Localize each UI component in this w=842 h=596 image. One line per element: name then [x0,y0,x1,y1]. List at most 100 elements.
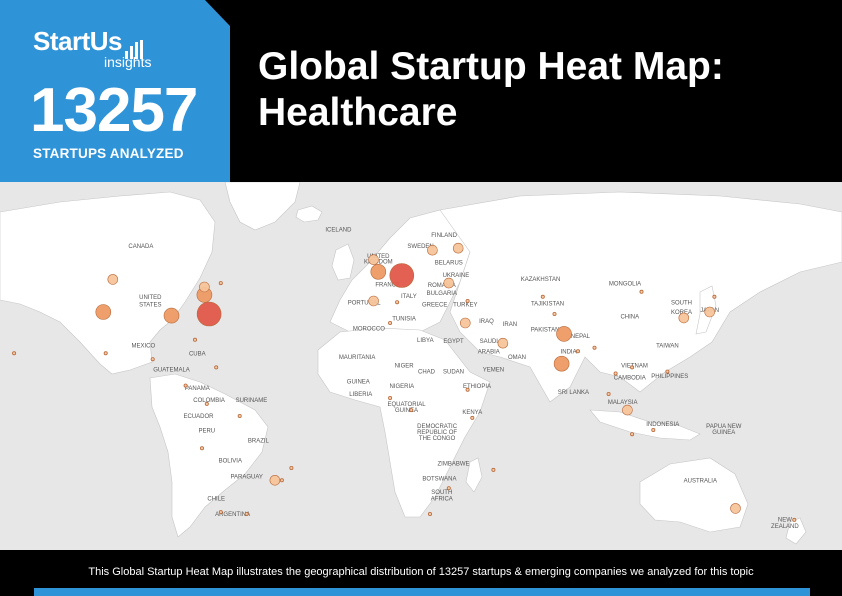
country-label: COLOMBIA [193,398,225,404]
startup-hub-bubble[interactable] [279,478,284,483]
footer: This Global Startup Heat Map illustrates… [0,550,842,596]
startup-hub-bubble[interactable] [622,404,633,416]
country-label: PERU [198,428,215,434]
logo-subtext: insights [104,54,152,70]
country-label: IRAQ [479,319,494,325]
startup-hub-bubble[interactable] [12,351,17,356]
startup-hub-bubble[interactable] [491,467,496,472]
startup-hub-bubble[interactable] [95,304,112,320]
country-label: ECUADOR [183,414,214,420]
country-label: EGYPT [443,339,464,345]
startup-hub-bubble[interactable] [214,365,219,370]
startup-hub-bubble[interactable] [199,281,210,293]
country-label: NEPAL [571,334,591,340]
country-label: FINLAND [431,233,457,239]
startup-hub-bubble[interactable] [389,263,415,288]
country-label: ETHIOPIA [463,384,491,390]
startup-hub-bubble[interactable] [218,510,223,515]
country-label: SOUTH [431,490,452,496]
startup-hub-bubble[interactable] [388,395,393,400]
startup-hub-bubble[interactable] [150,357,155,362]
country-label: PHILIPPINES [651,374,688,380]
startup-hub-bubble[interactable] [497,337,509,349]
startup-hub-bubble[interactable] [370,264,387,280]
startup-hub-bubble[interactable] [553,355,570,372]
country-label: DEMOCRATIC [417,424,458,430]
startup-hub-bubble[interactable] [427,511,432,516]
country-label: OMAN [508,355,526,361]
startup-hub-bubble[interactable] [452,242,464,254]
startup-hub-bubble[interactable] [639,289,644,294]
startup-hub-bubble[interactable] [465,299,470,304]
country-label: ARGENTINA [215,512,250,518]
startup-hub-bubble[interactable] [163,307,180,324]
startup-hub-bubble[interactable] [606,391,611,396]
country-label: TURKEY [453,302,477,308]
startup-hub-bubble[interactable] [470,415,475,420]
country-label: GUINEA [712,430,735,436]
hubs-layer [12,242,797,522]
startup-hub-bubble[interactable] [192,337,197,342]
country-label: BOTSWANA [422,476,456,482]
startup-hub-bubble[interactable] [183,383,188,388]
startup-hub-bubble[interactable] [459,317,471,329]
startup-hub-bubble[interactable] [792,517,797,522]
country-label: MEXICO [131,344,155,350]
country-label: NEW [778,518,792,524]
country-label: SAUDI [480,339,499,345]
startup-hub-bubble[interactable] [592,345,597,350]
startup-hub-bubble[interactable] [427,244,438,256]
country-label: KOREA [671,310,692,316]
country-label: TAJIKISTAN [531,302,564,308]
world-map[interactable]: CANADA ICELAND FINLAND SWEDEN UNITED KINGDOM B… [0,182,842,550]
startup-hub-bubble[interactable] [630,365,635,370]
startup-hub-bubble[interactable] [540,294,545,299]
country-label: YEMEN [483,368,504,374]
startup-hub-bubble[interactable] [395,300,400,305]
country-label: TUNISIA [392,317,416,323]
country-label: LIBERIA [349,392,372,398]
country-label: LIBYA [417,338,434,344]
startup-hub-bubble[interactable] [218,281,223,286]
startup-hub-bubble[interactable] [289,465,294,470]
startup-hub-bubble[interactable] [196,301,222,327]
startup-hub-bubble[interactable] [244,511,249,516]
startup-hub-bubble[interactable] [552,311,557,316]
startup-hub-bubble[interactable] [556,326,572,342]
startup-hub-bubble[interactable] [388,320,393,325]
startup-hub-bubble[interactable] [368,295,379,307]
startup-hub-bubble[interactable] [409,408,414,413]
startup-hub-bubble[interactable] [204,401,209,406]
country-label: CANADA [128,244,153,250]
startup-hub-bubble[interactable] [704,306,716,318]
startup-hub-bubble[interactable] [712,294,717,299]
country-label: KAZAKHSTAN [521,277,561,283]
country-label: ZIMBABWE [437,462,469,468]
logo-text: StartUs [33,26,122,56]
startup-hub-bubble[interactable] [630,432,635,437]
country-label: CHILE [207,496,225,502]
startup-hub-bubble[interactable] [368,254,379,265]
startup-hub-bubble[interactable] [199,446,204,451]
startup-hub-bubble[interactable] [678,312,690,324]
startup-hub-bubble[interactable] [730,503,741,514]
startup-hub-bubble[interactable] [443,277,455,289]
startup-hub-bubble[interactable] [103,351,108,356]
country-label: BULGARIA [427,291,457,297]
country-label: ZEALAND [771,524,799,530]
country-label: PAKISTAN [531,328,560,334]
startup-hub-bubble[interactable] [107,274,119,285]
startup-hub-bubble[interactable] [665,369,670,374]
country-label: ITALY [401,294,417,300]
startup-hub-bubble[interactable] [446,486,451,491]
startup-hub-bubble[interactable] [237,413,242,418]
startup-hub-bubble[interactable] [465,387,470,392]
page-title: Global Startup Heat Map: Healthcare [258,44,724,136]
startup-hub-bubble[interactable] [576,349,581,354]
country-label: KINGDOM [364,259,393,265]
startup-hub-bubble[interactable] [651,427,656,432]
startup-hub-bubble[interactable] [269,474,281,486]
startup-hub-bubble[interactable] [613,371,618,376]
footer-accent-bar [34,588,810,596]
country-label: BELARUS [435,261,463,267]
